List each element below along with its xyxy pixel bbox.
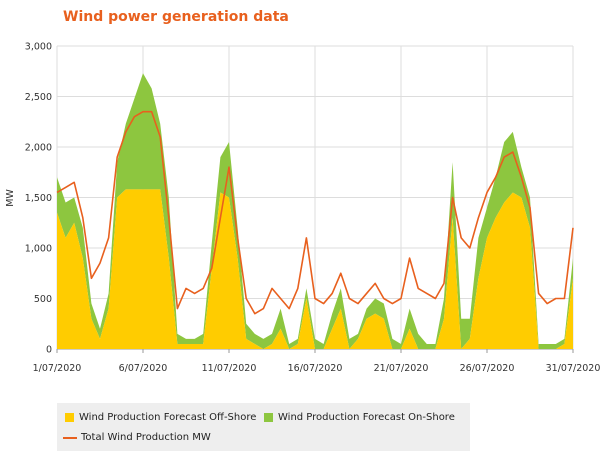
y-tick-label: 1,000: [25, 244, 52, 255]
legend-label-onshore: Wind Production Forecast On-Shore: [278, 412, 455, 423]
chart-area: 0 500 1,000 1,500 2,000 2,500 3,000 1/07/2020 6…: [5, 42, 600, 375]
x-tick-label: 1/07/2020: [33, 363, 82, 374]
y-tick-label: 1,500: [25, 193, 52, 204]
total-line: [56, 110, 574, 315]
legend-label-total: Total Wind Production MW: [81, 432, 211, 443]
legend-swatch-offshore: [65, 413, 74, 422]
y-axis-label: MW: [5, 189, 16, 207]
chart-title: Wind power generation data: [63, 9, 289, 25]
legend-item-total: Total Wind Production MW: [63, 432, 211, 443]
x-tick-label: 26/07/2020: [460, 363, 515, 374]
legend-label-offshore: Wind Production Forecast Off-Shore: [79, 412, 257, 423]
y-tick-label: 2,500: [25, 92, 52, 103]
legend-item-offshore: Wind Production Forecast Off-Shore: [65, 412, 256, 423]
x-tick-label: 11/07/2020: [202, 363, 257, 374]
x-tick-label: 21/07/2020: [374, 363, 429, 374]
x-tick-labels: 1/07/2020 6/07/2020 11/07/2020 16/07/2020 21…: [33, 363, 600, 374]
series-offshore-area: [57, 189, 573, 349]
legend: Wind Production Forecast Off-Shore Wind …: [57, 403, 470, 451]
x-tick-label: 31/07/2020: [546, 363, 600, 374]
y-tick-label: 0: [46, 345, 52, 356]
legend-item-onshore: Wind Production Forecast On-Shore: [264, 412, 455, 423]
y-tick-label: 500: [34, 294, 52, 305]
stacked-areas: [57, 73, 573, 350]
x-tick-label: 16/07/2020: [288, 363, 343, 374]
series-total-line: [56, 110, 574, 315]
x-tick-label: 6/07/2020: [119, 363, 168, 374]
y-tick-label: 2,000: [25, 143, 52, 154]
legend-swatch-onshore: [264, 413, 273, 422]
legend-swatch-total: [63, 436, 77, 439]
y-tick-labels: 0 500 1,000 1,500 2,000 2,500 3,000: [25, 42, 52, 356]
y-tick-label: 3,000: [25, 42, 52, 53]
